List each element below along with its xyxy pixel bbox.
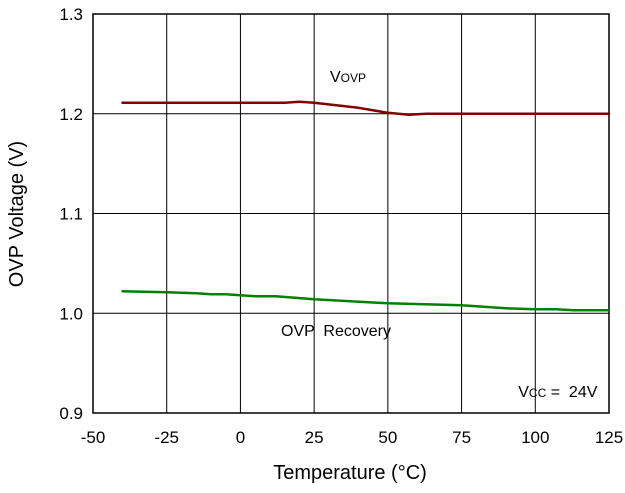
x-tick-label: 125 [595,428,623,447]
plot-frame [92,13,610,414]
series-layer [121,100,611,312]
vcc-condition-label: VCC = 24V [496,384,611,401]
x-tick-label: 100 [521,428,549,447]
y-tick-labels: 0.9 1.0 1.1 1.2 1.3 [59,5,83,423]
y-tick-label: 0.9 [59,404,83,423]
x-tick-label: 50 [378,428,397,447]
y-tick-label: 1.0 [59,304,83,323]
x-axis-title: Temperature (°C) [273,462,427,484]
y-tick-label: 1.1 [59,205,83,224]
x-tick-label: -50 [81,428,106,447]
vovp-series-label: VOVP [330,69,366,86]
x-tick-label: -25 [154,428,179,447]
y-tick-label: 1.2 [59,105,83,124]
series-line-ovp-recovery [121,290,611,312]
x-tick-label: 25 [305,428,324,447]
recovery-series-label: OVP Recovery [281,323,391,340]
series-line-vovp [121,100,611,116]
y-axis-title: OVP Voltage (V) [6,141,28,287]
y-tick-label: 1.3 [59,5,83,24]
x-tick-label: 75 [452,428,471,447]
x-tick-label: 0 [236,428,245,447]
x-tick-labels: -50 -25 0 25 50 75 100 125 [81,428,623,447]
